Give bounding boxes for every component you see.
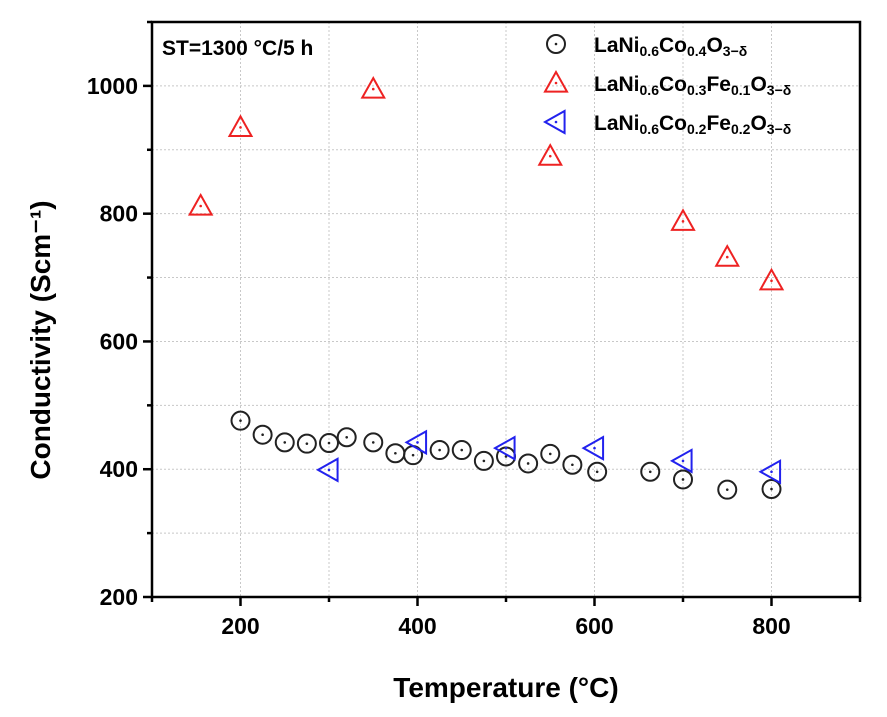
- plot-frame: [150, 20, 862, 599]
- data-point-series-1: [230, 410, 251, 431]
- data-point-series-2: [714, 244, 740, 267]
- x-tick-label: 400: [398, 613, 436, 639]
- y-tick-label: 800: [100, 201, 138, 227]
- legend: LaNi0.6Co0.4O3−δ LaNi0.6Co0.3Fe0.1O3−δ LaN…: [542, 34, 791, 137]
- grid-lines: [152, 22, 860, 597]
- legend-label: LaNi0.6Co0.2Fe0.2O3−δ: [594, 112, 791, 137]
- data-point-series-1: [451, 440, 472, 461]
- data-point-series-3: [315, 457, 339, 483]
- data-point-series-1: [761, 479, 782, 500]
- legend-label: LaNi0.6Co0.3Fe0.1O3−δ: [594, 73, 791, 98]
- y-axis-title: Conductivity (Scm⁻¹): [25, 200, 56, 479]
- data-point-series-1: [429, 440, 450, 461]
- data-point-series-2: [187, 192, 214, 216]
- legend-item: LaNi0.6Co0.4O3−δ: [546, 34, 747, 59]
- data-point-series-2: [360, 76, 386, 99]
- data-point-series-1: [296, 433, 317, 454]
- data-point-series-1: [252, 424, 273, 445]
- data-point-series-1: [473, 450, 494, 471]
- data-point-series-1: [274, 432, 295, 453]
- data-point-series-1: [717, 479, 738, 500]
- data-point-series-1: [540, 443, 561, 464]
- data-point-series-1: [336, 427, 357, 448]
- legend-item: LaNi0.6Co0.2Fe0.2O3−δ: [542, 109, 791, 137]
- legend-label: LaNi0.6Co0.4O3−δ: [594, 34, 747, 59]
- legend-marker: [543, 69, 569, 93]
- data-point-series-1: [562, 454, 583, 475]
- data-point-series-1: [587, 461, 608, 482]
- data-point-series-3: [669, 448, 693, 474]
- x-tick-label: 600: [575, 613, 613, 639]
- y-tick-label: 1000: [87, 73, 138, 99]
- data-point-series-1: [385, 443, 406, 464]
- data-point-series-2: [537, 143, 563, 166]
- data-point-series-1: [673, 469, 693, 490]
- x-tick-label: 800: [752, 613, 790, 639]
- x-axis-title: Temperature (°C): [393, 672, 618, 703]
- data-point-series-1: [319, 433, 339, 454]
- data-point-series-2: [758, 267, 785, 291]
- y-tick-label: 200: [100, 584, 138, 610]
- data-points: [187, 76, 785, 500]
- data-point-series-2: [227, 114, 254, 137]
- y-tick-label: 400: [100, 456, 138, 482]
- data-point-series-2: [670, 208, 696, 231]
- axis-tick-labels: 200 400 600 800 200 400 600 800 1000: [87, 73, 791, 639]
- legend-marker: [546, 34, 566, 54]
- annotation-text: ST=1300 °C/5 h: [162, 37, 313, 60]
- data-point-series-1: [640, 461, 661, 482]
- legend-marker: [542, 109, 566, 135]
- legend-item: LaNi0.6Co0.3Fe0.1O3−δ: [543, 69, 791, 98]
- data-point-series-3: [404, 429, 428, 456]
- data-point-series-3: [581, 435, 605, 461]
- axis-ticks: [143, 20, 862, 606]
- data-point-series-3: [758, 459, 782, 485]
- x-tick-label: 200: [221, 613, 259, 639]
- data-point-series-1: [363, 432, 384, 453]
- y-tick-label: 600: [100, 328, 138, 354]
- data-point-series-1: [518, 453, 539, 474]
- data-point-series-3: [492, 435, 516, 461]
